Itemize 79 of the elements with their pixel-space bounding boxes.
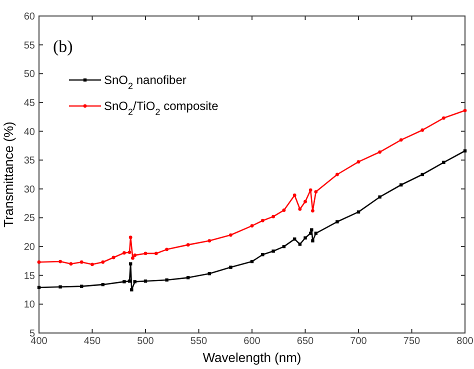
point — [229, 233, 232, 237]
x-tick-label: 500 — [137, 336, 154, 347]
point — [128, 262, 132, 266]
point — [260, 218, 264, 222]
y-tick-label: 55 — [24, 40, 36, 52]
annotation: (b) — [53, 37, 73, 56]
point — [272, 214, 275, 218]
point — [186, 243, 190, 247]
x-tick-label: 600 — [244, 336, 261, 347]
x-tick-label: 550 — [190, 336, 208, 347]
point — [208, 239, 212, 242]
y-tick-label: 15 — [24, 270, 36, 282]
point — [229, 266, 232, 269]
point — [128, 236, 132, 240]
point — [112, 256, 116, 260]
point — [442, 160, 446, 164]
point — [122, 280, 126, 284]
point — [311, 239, 314, 242]
point — [250, 224, 254, 228]
y-axis-title: Transmittance (%) — [1, 122, 16, 228]
point — [144, 252, 148, 256]
point — [101, 260, 105, 264]
point — [165, 278, 168, 282]
point — [69, 262, 73, 266]
point — [298, 207, 302, 211]
point — [186, 276, 190, 280]
point — [272, 250, 275, 253]
point — [80, 260, 84, 264]
point — [165, 248, 168, 252]
point — [133, 280, 136, 284]
y-tick-label: 45 — [24, 98, 36, 109]
x-tick-label: 450 — [84, 336, 102, 347]
y-tick-label: 25 — [24, 213, 36, 224]
x-tick-label: 400 — [30, 336, 48, 347]
y-tick-label: 40 — [24, 126, 36, 138]
x-tick-label: 650 — [296, 336, 314, 347]
point — [311, 209, 314, 213]
point — [154, 252, 158, 256]
point — [131, 256, 134, 260]
legend-label: SnO$_{2}$ nanofiber — [104, 73, 186, 91]
point — [282, 208, 286, 212]
y-tick-label: 20 — [24, 242, 36, 254]
point — [128, 250, 132, 254]
point — [420, 128, 424, 132]
point — [336, 220, 339, 224]
point — [378, 150, 382, 154]
y-tick-label: 30 — [24, 184, 36, 196]
point — [80, 284, 84, 288]
point — [58, 260, 62, 264]
point — [314, 232, 318, 235]
point — [261, 253, 264, 256]
point — [314, 190, 318, 194]
point — [130, 288, 134, 292]
y-tick-label: 60 — [24, 12, 36, 22]
y-tick-label: 10 — [24, 300, 36, 311]
y-tick-label: 35 — [24, 156, 36, 167]
point — [133, 253, 137, 257]
point — [399, 138, 403, 142]
point — [336, 172, 339, 176]
x-axis-title: Wavelength (nm) — [202, 350, 302, 365]
x-tick-label: 750 — [403, 336, 421, 347]
point — [58, 285, 62, 288]
point — [304, 200, 307, 204]
point — [304, 236, 307, 240]
point — [37, 260, 41, 264]
point — [308, 188, 312, 192]
point — [356, 160, 360, 164]
point — [463, 108, 467, 112]
legend-label: SnO$_{2}$/TiO$_{2}$ composite — [104, 99, 219, 117]
point — [378, 195, 382, 199]
point — [442, 116, 446, 120]
point — [292, 194, 296, 197]
y-tick-label: 50 — [24, 69, 36, 80]
x-tick-label: 700 — [350, 336, 368, 347]
point — [122, 251, 126, 255]
point — [298, 242, 302, 246]
x-tick-label: 800 — [456, 336, 474, 347]
point — [310, 228, 314, 232]
point — [90, 262, 94, 266]
